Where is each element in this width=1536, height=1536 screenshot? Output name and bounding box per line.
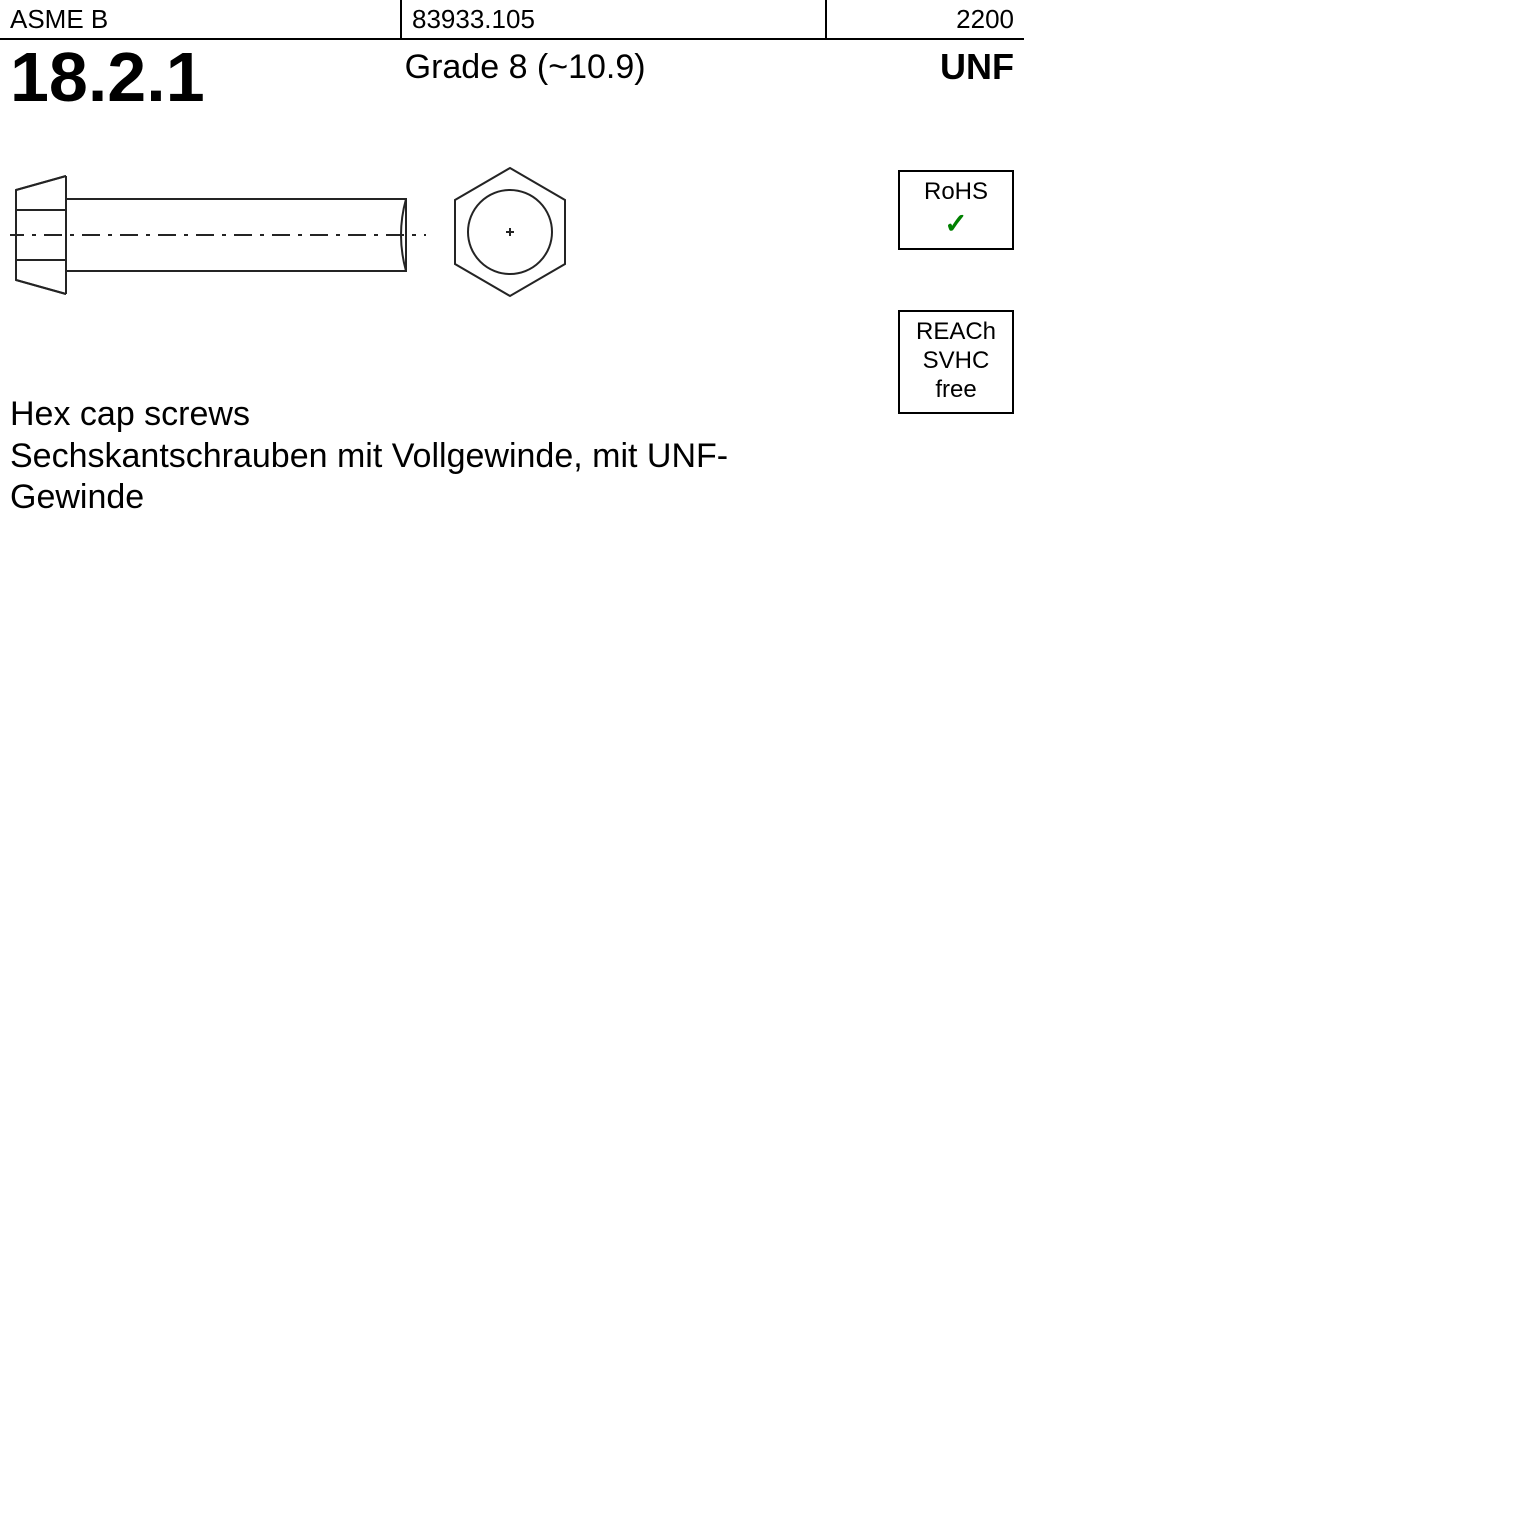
title-de: Sechskantschrauben mit Vollgewinde, mit … bbox=[10, 436, 740, 519]
reach-line1: REACh bbox=[900, 318, 1012, 347]
reach-line3: free bbox=[900, 376, 1012, 405]
grade-text: Grade 8 (~10.9) bbox=[405, 48, 646, 112]
title-en: Hex cap screws bbox=[10, 395, 740, 434]
check-icon: ✓ bbox=[900, 207, 1012, 241]
spec-sheet: ASME B 83933.105 2200 18.2.1 Grade 8 (~1… bbox=[0, 0, 1024, 620]
header-right: 2200 bbox=[827, 0, 1024, 38]
bolt-side-icon bbox=[10, 170, 430, 300]
diagram-area bbox=[0, 152, 1024, 352]
rohs-label: RoHS bbox=[900, 178, 1012, 207]
reach-badge: REACh SVHC free bbox=[898, 310, 1014, 414]
title-block: Hex cap screws Sechskantschrauben mit Vo… bbox=[10, 395, 740, 519]
header-row: ASME B 83933.105 2200 bbox=[0, 0, 1024, 40]
subheader-row: 18.2.1 Grade 8 (~10.9) UNF bbox=[0, 40, 1024, 112]
header-mid: 83933.105 bbox=[402, 0, 827, 38]
spec-number: 18.2.1 bbox=[10, 42, 205, 112]
rohs-badge: RoHS ✓ bbox=[898, 170, 1014, 250]
thread-label: UNF bbox=[940, 46, 1014, 112]
reach-line2: SVHC bbox=[900, 347, 1012, 376]
header-left: ASME B bbox=[0, 0, 402, 38]
bolt-front-icon bbox=[440, 162, 580, 302]
